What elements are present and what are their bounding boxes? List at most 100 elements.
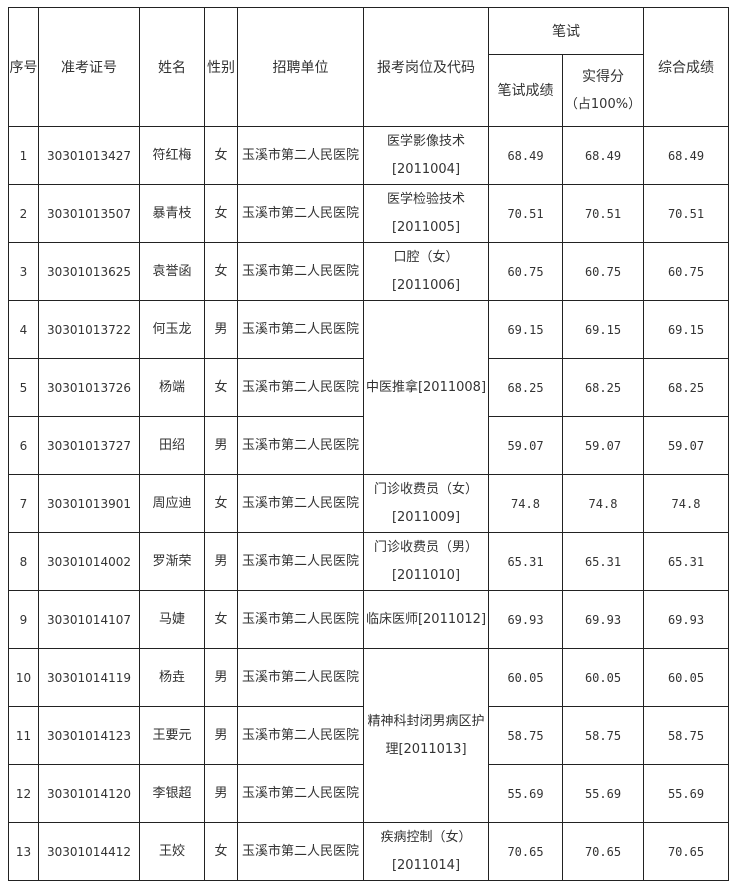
cell-name: 罗渐荣	[139, 532, 205, 591]
cell-seq: 1	[8, 126, 39, 185]
cell-unit: 玉溪市第二人民医院	[237, 358, 364, 417]
cell-name: 袁誉函	[139, 242, 205, 301]
cell-exam-id: 30301013427	[38, 126, 140, 185]
cell-seq: 3	[8, 242, 39, 301]
cell-gender: 男	[204, 416, 238, 475]
cell-seq: 2	[8, 184, 39, 243]
cell-unit: 玉溪市第二人民医院	[237, 590, 364, 649]
cell-actual-score: 68.49	[562, 126, 644, 185]
cell-total-score: 55.69	[643, 764, 729, 823]
cell-position: 医学影像技术[2011004]	[363, 126, 489, 185]
cell-name: 田绍	[139, 416, 205, 475]
cell-name: 暴青枝	[139, 184, 205, 243]
cell-written-score: 70.51	[488, 184, 563, 243]
table-body: 1 30301013427 符红梅女玉溪市第二人民医院 医学影像技术[2011004]…	[8, 126, 729, 881]
cell-total-score: 70.65	[643, 822, 729, 881]
header-unit: 招聘单位	[237, 7, 364, 127]
table-row: 1 30301013427 符红梅女玉溪市第二人民医院 医学影像技术[2011004]…	[8, 126, 729, 185]
cell-total-score: 58.75	[643, 706, 729, 765]
table-row: 5 30301013726 杨端女玉溪市第二人民医院 68.25 68.25 68.25	[8, 358, 729, 417]
table-row: 12 30301014120 李银超男玉溪市第二人民医院 55.69 55.69 55.6…	[8, 764, 729, 823]
table-row: 3 30301013625 袁誉函女玉溪市第二人民医院 口腔（女）[2011006] 6…	[8, 242, 729, 301]
cell-unit: 玉溪市第二人民医院	[237, 242, 364, 301]
cell-gender: 女	[204, 358, 238, 417]
cell-gender: 男	[204, 764, 238, 823]
table-row: 11 30301014123 王要元男玉溪市第二人民医院 58.75 58.75 58.7…	[8, 706, 729, 765]
cell-name: 符红梅	[139, 126, 205, 185]
table-row: 7 30301013901 周应迪女玉溪市第二人民医院 门诊收费员（女）[201100…	[8, 474, 729, 533]
cell-gender: 男	[204, 300, 238, 359]
cell-written-score: 70.65	[488, 822, 563, 881]
cell-name: 何玉龙	[139, 300, 205, 359]
table-row: 6 30301013727 田绍男玉溪市第二人民医院 59.07 59.07 59.07	[8, 416, 729, 475]
cell-gender: 女	[204, 126, 238, 185]
header-gender: 性别	[204, 7, 238, 127]
cell-gender: 女	[204, 822, 238, 881]
table-row: 2 30301013507 暴青枝女玉溪市第二人民医院 医学检验技术[2011005]…	[8, 184, 729, 243]
cell-seq: 11	[8, 706, 39, 765]
header-position: 报考岗位及代码	[363, 7, 489, 127]
cell-actual-score: 70.65	[562, 822, 644, 881]
cell-unit: 玉溪市第二人民医院	[237, 184, 364, 243]
cell-unit: 玉溪市第二人民医院	[237, 474, 364, 533]
cell-name: 王姣	[139, 822, 205, 881]
table-row: 10 30301014119 杨垚男玉溪市第二人民医院 精神科封闭男病区护理[2011…	[8, 648, 729, 823]
cell-actual-score: 59.07	[562, 416, 644, 475]
cell-written-score: 60.75	[488, 242, 563, 301]
cell-exam-id: 30301014123	[38, 706, 140, 765]
cell-seq: 13	[8, 822, 39, 881]
table-row: 8 30301014002 罗渐荣男玉溪市第二人民医院 门诊收费员（男）[201101…	[8, 532, 729, 591]
cell-seq: 10	[8, 648, 39, 707]
cell-actual-score: 55.69	[562, 764, 644, 823]
cell-position: 门诊收费员（男）[2011010]	[363, 532, 489, 591]
header-written-score: 笔试成绩	[488, 54, 563, 127]
header-actual-line1: 实得分	[582, 68, 624, 85]
header-written-group: 笔试	[488, 7, 644, 55]
cell-name: 杨端	[139, 358, 205, 417]
cell-seq: 7	[8, 474, 39, 533]
cell-name: 李银超	[139, 764, 205, 823]
cell-position: 医学检验技术[2011005]	[363, 184, 489, 243]
cell-written-score: 55.69	[488, 764, 563, 823]
cell-exam-id: 30301013625	[38, 242, 140, 301]
table-row: 9 30301014107 马婕女玉溪市第二人民医院 临床医师[2011012] 69.…	[8, 590, 729, 649]
cell-actual-score: 69.93	[562, 590, 644, 649]
cell-written-score: 74.8	[488, 474, 563, 533]
cell-position: 精神科封闭男病区护理[2011013]	[363, 648, 489, 823]
cell-actual-score: 70.51	[562, 184, 644, 243]
cell-total-score: 68.49	[643, 126, 729, 185]
cell-unit: 玉溪市第二人民医院	[237, 300, 364, 359]
cell-written-score: 69.15	[488, 300, 563, 359]
cell-position: 门诊收费员（女）[2011009]	[363, 474, 489, 533]
cell-position: 临床医师[2011012]	[363, 590, 489, 649]
cell-gender: 女	[204, 474, 238, 533]
cell-written-score: 68.49	[488, 126, 563, 185]
cell-gender: 男	[204, 706, 238, 765]
cell-position: 疾病控制（女）[2011014]	[363, 822, 489, 881]
cell-gender: 男	[204, 532, 238, 591]
cell-actual-score: 58.75	[562, 706, 644, 765]
header-actual-score: 实得分 （占100%）	[562, 54, 644, 127]
header-name: 姓名	[139, 7, 205, 127]
cell-written-score: 69.93	[488, 590, 563, 649]
cell-written-score: 59.07	[488, 416, 563, 475]
cell-exam-id: 30301014107	[38, 590, 140, 649]
cell-position: 口腔（女）[2011006]	[363, 242, 489, 301]
cell-unit: 玉溪市第二人民医院	[237, 532, 364, 591]
cell-total-score: 60.05	[643, 648, 729, 707]
cell-actual-score: 65.31	[562, 532, 644, 591]
cell-written-score: 60.05	[488, 648, 563, 707]
cell-unit: 玉溪市第二人民医院	[237, 126, 364, 185]
cell-exam-id: 30301013901	[38, 474, 140, 533]
cell-written-score: 68.25	[488, 358, 563, 417]
cell-gender: 女	[204, 590, 238, 649]
cell-position: 中医推拿[2011008]	[363, 300, 489, 475]
cell-seq: 6	[8, 416, 39, 475]
cell-written-score: 58.75	[488, 706, 563, 765]
cell-exam-id: 30301014119	[38, 648, 140, 707]
cell-unit: 玉溪市第二人民医院	[237, 822, 364, 881]
header-seq: 序号	[8, 7, 39, 127]
cell-name: 马婕	[139, 590, 205, 649]
table-row: 13 30301014412 王姣女玉溪市第二人民医院 疾病控制（女）[2011014…	[8, 822, 729, 881]
cell-exam-id: 30301013727	[38, 416, 140, 475]
